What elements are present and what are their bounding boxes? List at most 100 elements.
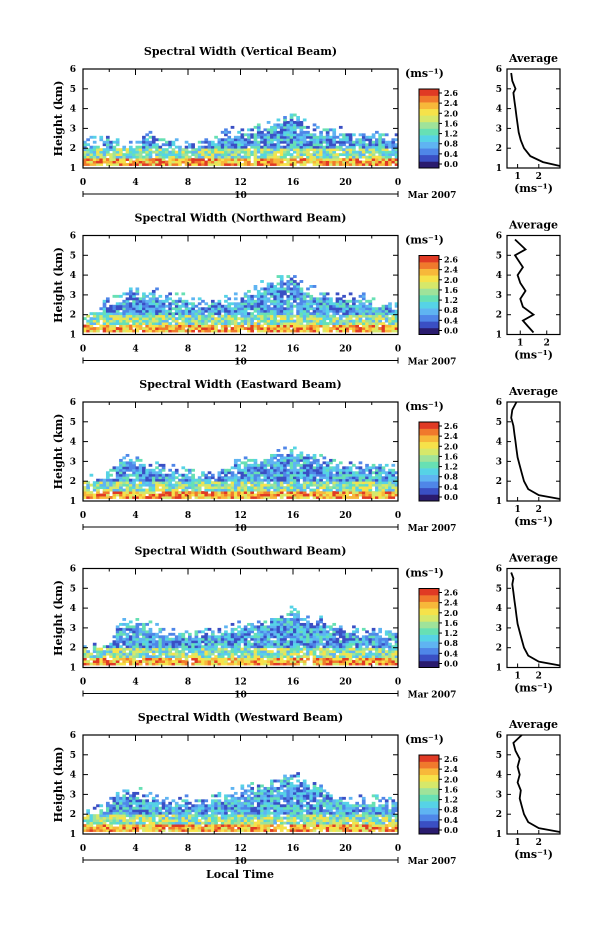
heatmap-cell — [233, 322, 238, 326]
heatmap-cell — [342, 314, 346, 318]
heatmap-cell — [247, 476, 251, 480]
heatmap-cell — [135, 632, 140, 636]
heatmap-cell — [247, 645, 251, 649]
heatmap-cell — [165, 645, 169, 649]
heatmap-cell — [122, 618, 127, 621]
heatmap-cell — [286, 635, 291, 639]
heatmap-cell — [335, 322, 340, 326]
heatmap-cell — [188, 637, 192, 641]
heatmap-cell — [201, 314, 205, 318]
heatmap-cell — [263, 635, 268, 639]
heatmap-cell — [243, 468, 248, 472]
heatmap-cell — [352, 493, 356, 497]
heatmap-cell — [207, 143, 212, 147]
heatmap-cell — [315, 317, 320, 321]
heatmap-cell — [276, 143, 281, 147]
heatmap-cell — [237, 322, 241, 326]
heatmap-cell — [132, 483, 136, 487]
heatmap-cell — [302, 478, 307, 482]
heatmap-cell — [168, 655, 172, 659]
heatmap-cell — [273, 292, 277, 296]
heatmap-cell — [99, 312, 104, 316]
heatmap-cell — [309, 304, 314, 308]
heatmap-cell — [358, 309, 363, 313]
heatmap-cell — [342, 302, 346, 306]
heatmap-cell — [247, 327, 251, 330]
heatmap-cell — [165, 143, 169, 147]
heatmap-cell — [89, 655, 94, 659]
heatmap-cell — [378, 153, 382, 157]
heatmap-cell — [338, 655, 343, 659]
heatmap-cell — [197, 329, 202, 333]
heatmap-cell — [184, 160, 189, 164]
y-tick-label: 1 — [70, 331, 76, 341]
heatmap-cell — [266, 657, 271, 661]
heatmap-cell — [243, 657, 248, 661]
heatmap-cell — [276, 637, 281, 641]
heatmap-cell — [312, 317, 317, 321]
heatmap-cell — [155, 163, 159, 166]
heatmap-cell — [256, 160, 261, 164]
heatmap-cell — [210, 309, 215, 313]
heatmap-cell — [266, 299, 271, 303]
heatmap-cell — [319, 647, 323, 651]
heatmap-cell — [243, 304, 248, 308]
heatmap-cell — [122, 463, 127, 467]
heatmap-cell — [158, 463, 163, 467]
heatmap-cell — [394, 314, 399, 318]
heatmap-cell — [243, 478, 248, 482]
heatmap-cell — [214, 483, 218, 487]
heatmap-cell — [283, 319, 287, 323]
heatmap-cell — [276, 660, 281, 663]
heatmap-cell — [168, 297, 172, 301]
heatmap-cell — [165, 652, 169, 656]
heatmap-cell — [207, 327, 212, 330]
heatmap-cell — [388, 473, 392, 477]
heatmap-cell — [125, 642, 130, 646]
heatmap-cell — [309, 307, 314, 311]
heatmap-cell — [279, 660, 284, 663]
heatmap-cell — [253, 645, 258, 649]
heatmap-cell — [132, 493, 136, 497]
heatmap-cell — [381, 466, 386, 470]
heatmap-cell — [345, 155, 350, 159]
heatmap-cell — [217, 486, 222, 490]
heatmap-cell — [302, 491, 307, 494]
heatmap-cell — [302, 637, 307, 641]
heatmap-cell — [220, 488, 225, 492]
heatmap-cell — [273, 138, 277, 142]
heatmap-cell — [296, 289, 300, 293]
heatmap-cell — [286, 302, 291, 306]
heatmap-cell — [302, 309, 307, 313]
heatmap-cell — [148, 635, 153, 639]
heatmap-cell — [194, 163, 199, 166]
heatmap-cell — [191, 317, 195, 321]
heatmap-cell — [184, 642, 189, 646]
heatmap-cell — [155, 322, 159, 326]
heatmap-cell — [171, 302, 176, 306]
heatmap-cell — [256, 128, 261, 132]
heatmap-cell — [237, 304, 241, 308]
heatmap-cell — [352, 312, 356, 316]
heatmap-cell — [309, 138, 314, 142]
heatmap-cell — [86, 481, 90, 485]
heatmap-cell — [250, 645, 255, 649]
heatmap-cell — [122, 324, 127, 328]
heatmap-cell — [289, 120, 294, 124]
heatmap-cell — [378, 150, 382, 154]
heatmap-cell — [181, 299, 186, 303]
heatmap-cell — [240, 471, 245, 475]
heatmap-cell — [112, 655, 117, 659]
heatmap-cell — [279, 471, 284, 475]
heatmap-cell — [260, 327, 264, 330]
heatmap-cell — [263, 637, 268, 641]
heatmap-cell — [302, 307, 307, 311]
heatmap-cell — [119, 322, 123, 326]
heatmap-cell — [263, 135, 268, 139]
heatmap-cell — [322, 145, 327, 149]
heatmap-cell — [89, 148, 94, 152]
heatmap-cell — [335, 160, 340, 164]
heatmap-cell — [365, 307, 369, 311]
heatmap-cell — [250, 655, 255, 659]
heatmap-cell — [210, 491, 215, 494]
